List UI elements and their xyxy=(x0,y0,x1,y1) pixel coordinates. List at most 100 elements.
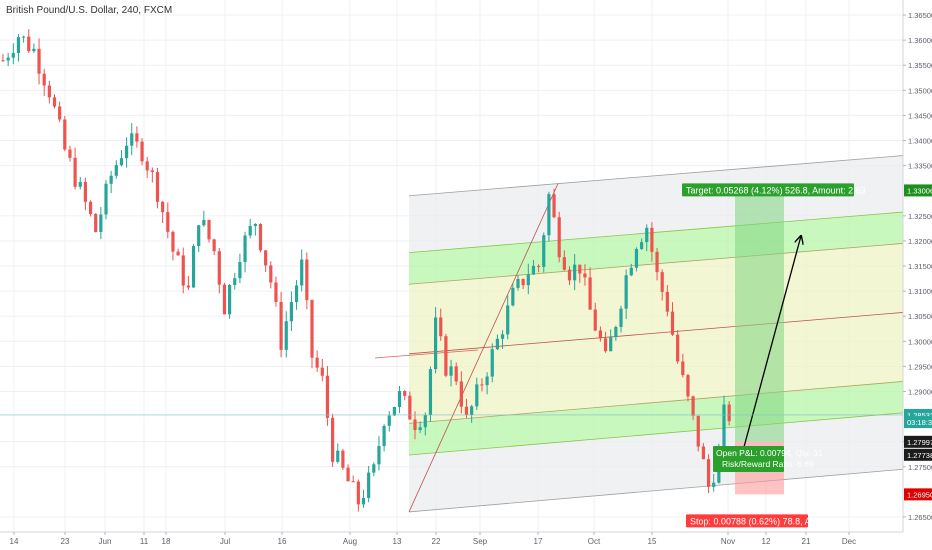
x-tick-label: 18 xyxy=(162,537,171,546)
candle-body xyxy=(603,338,608,352)
y-tick-label: 1.29000 xyxy=(908,387,932,396)
candle-body xyxy=(58,106,62,120)
candle-body xyxy=(264,250,268,266)
candle-body xyxy=(629,267,633,276)
candle-body xyxy=(331,417,335,462)
candle-body xyxy=(459,381,463,407)
candle-body xyxy=(1,60,5,62)
rr-label: Risk/Reward Ratio: 6.69 xyxy=(722,459,814,469)
candle-body xyxy=(500,334,505,339)
candle-body xyxy=(197,225,201,246)
candle-body xyxy=(181,255,185,286)
stop-label-bg xyxy=(686,514,808,528)
candle-body xyxy=(68,149,72,158)
candle-body xyxy=(521,278,525,286)
candle-body xyxy=(490,349,494,377)
price-tag-bg xyxy=(904,184,932,197)
candle-body xyxy=(27,36,31,52)
candle-body xyxy=(408,395,412,420)
price-tag: 1.26950 xyxy=(907,490,932,499)
regression-channel[interactable] xyxy=(374,155,904,513)
candle-body xyxy=(418,427,422,431)
candle-body xyxy=(614,326,618,338)
candle-body xyxy=(650,227,654,252)
x-tick-label: Sep xyxy=(473,537,488,546)
candle-body xyxy=(516,278,520,288)
candle-body xyxy=(176,251,180,256)
channel-line xyxy=(408,468,904,513)
candle-body xyxy=(274,282,278,302)
candle-body xyxy=(454,366,458,382)
candle-body xyxy=(300,259,304,286)
candle-body xyxy=(269,265,273,283)
candle-body xyxy=(531,265,536,275)
candle-body xyxy=(588,277,592,310)
candle-body xyxy=(583,273,587,278)
candle-body xyxy=(598,330,602,339)
candle-body xyxy=(382,425,386,447)
candle-body xyxy=(305,259,309,301)
price-tag: 1.27738 xyxy=(907,451,932,460)
channel-line xyxy=(408,412,904,456)
candle-body xyxy=(320,367,324,376)
candle-body xyxy=(140,141,144,162)
candle-body xyxy=(712,482,716,487)
y-tick-label: 1.29500 xyxy=(908,362,932,371)
candle-body xyxy=(32,48,36,52)
price-tag-bg xyxy=(904,416,932,429)
candle-body xyxy=(624,275,628,309)
y-tick-label: 1.32500 xyxy=(908,212,932,221)
candle-body xyxy=(686,375,690,397)
channel-line xyxy=(408,312,904,355)
y-tick-label: 1.30000 xyxy=(908,337,932,346)
candle-body xyxy=(547,194,551,236)
trend-line xyxy=(374,349,479,359)
candle-body xyxy=(37,48,41,74)
x-tick-label: 14 xyxy=(10,537,19,546)
candle-body xyxy=(609,337,613,352)
candle-body xyxy=(346,467,350,482)
candle-body xyxy=(119,158,124,166)
symbol-title: British Pound/U.S. Dollar, 240, FXCM xyxy=(6,5,173,16)
candle-body xyxy=(392,407,396,416)
candle-body xyxy=(696,415,700,447)
x-tick-label: Jun xyxy=(99,537,112,546)
candle-body xyxy=(202,220,206,226)
x-tick-label: Aug xyxy=(343,537,357,546)
y-tick-label: 1.34500 xyxy=(908,111,932,120)
candle-body xyxy=(109,175,113,184)
candle-body xyxy=(387,415,391,426)
pnl-label: Open P&L: 0.00794, Qty: 31 xyxy=(716,448,823,458)
candle-body xyxy=(670,311,675,335)
x-tick-label: Nov xyxy=(721,537,735,546)
candle-body xyxy=(464,406,469,416)
candle-body xyxy=(640,242,644,249)
channel-line xyxy=(408,155,904,197)
candle-body xyxy=(166,212,170,232)
candle-body xyxy=(485,376,489,386)
candle-body xyxy=(552,194,556,218)
candle-body xyxy=(83,182,87,202)
candle-body xyxy=(660,272,664,292)
candle-body xyxy=(361,497,366,505)
candle-body xyxy=(619,308,623,327)
candle-body xyxy=(135,133,139,142)
x-tick-label: 21 xyxy=(802,537,811,546)
candle-body xyxy=(470,406,474,416)
y-tick-label: 1.31000 xyxy=(908,287,932,296)
candle-body xyxy=(145,161,149,171)
candle-body xyxy=(22,36,26,38)
candle-body xyxy=(356,481,360,505)
candle-body xyxy=(655,251,659,273)
candle-body xyxy=(562,257,566,270)
candle-body xyxy=(367,472,371,498)
x-tick-label: 15 xyxy=(648,537,657,546)
candle-body xyxy=(279,301,283,350)
candle-body xyxy=(377,446,381,465)
candle-body xyxy=(567,269,572,281)
candle-body xyxy=(6,57,10,61)
x-tick-label: Jul xyxy=(220,537,230,546)
target-label: Target: 0.05268 (4.12%) 526.8, Amount: 2… xyxy=(686,185,866,195)
